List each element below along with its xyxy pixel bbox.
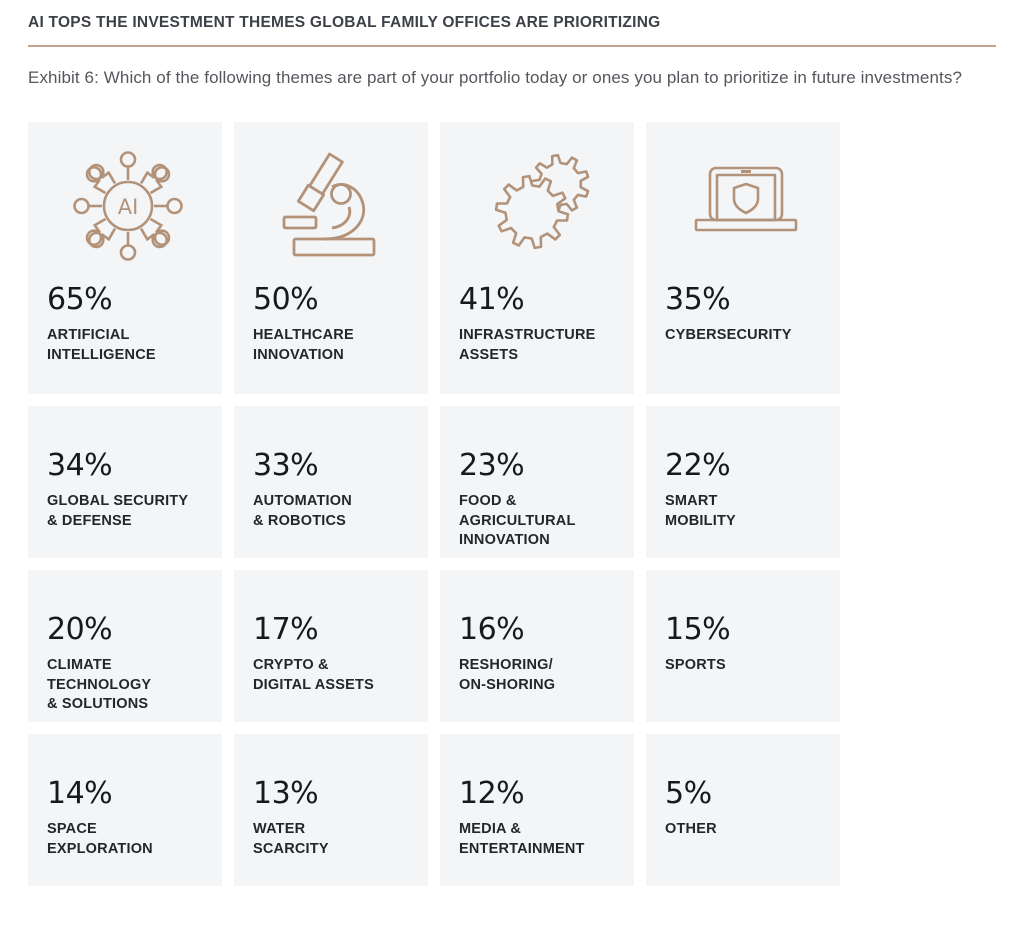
microscope-icon (256, 130, 412, 282)
theme-label: WATER SCARCITY (253, 821, 329, 857)
theme-card: 23% FOOD & AGRICULTURAL INNOVATION (440, 406, 634, 558)
theme-card: 5% OTHER (646, 734, 840, 886)
theme-value: 35% (665, 282, 731, 317)
theme-label: CYBERSECURITY (665, 327, 792, 343)
laptop-shield-icon (668, 130, 824, 282)
theme-value: 20% (47, 612, 113, 647)
theme-label: AUTOMATION & ROBOTICS (253, 493, 352, 529)
theme-card: 20% CLIMATE TECHNOLOGY & SOLUTIONS (28, 570, 222, 722)
theme-card: 34% GLOBAL SECURITY & DEFENSE (28, 406, 222, 558)
theme-value: 22% (665, 448, 731, 483)
theme-label: FOOD & AGRICULTURAL INNOVATION (459, 493, 576, 549)
svg-text:AI: AI (117, 195, 138, 219)
theme-value: 50% (253, 282, 319, 317)
theme-card: 16% RESHORING/ ON-SHORING (440, 570, 634, 722)
page-title: AI TOPS THE INVESTMENT THEMES GLOBAL FAM… (28, 14, 661, 31)
theme-label: MEDIA & ENTERTAINMENT (459, 821, 585, 857)
theme-label: CLIMATE TECHNOLOGY & SOLUTIONS (47, 657, 152, 713)
theme-label: HEALTHCARE INNOVATION (253, 327, 354, 363)
theme-card: 12% MEDIA & ENTERTAINMENT (440, 734, 634, 886)
theme-value: 13% (253, 776, 319, 811)
theme-value: 5% (665, 776, 712, 811)
theme-card: 50% HEALTHCARE INNOVATION (234, 122, 428, 394)
theme-label: GLOBAL SECURITY & DEFENSE (47, 493, 189, 529)
theme-card: 22% SMART MOBILITY (646, 406, 840, 558)
theme-label: INFRASTRUCTURE ASSETS (459, 327, 596, 363)
theme-card: AI 65% ARTIFICIAL INTELLIGENCE (28, 122, 222, 394)
theme-value: 14% (47, 776, 113, 811)
theme-card: 14% SPACE EXPLORATION (28, 734, 222, 886)
theme-label: SPACE EXPLORATION (47, 821, 153, 857)
theme-value: 17% (253, 612, 319, 647)
exhibit-question: Exhibit 6: Which of the following themes… (28, 68, 963, 87)
theme-label: ARTIFICIAL INTELLIGENCE (47, 327, 156, 363)
theme-value: 15% (665, 612, 731, 647)
theme-value: 41% (459, 282, 525, 317)
gears-icon (462, 130, 618, 282)
ai-network-icon: AI (50, 130, 206, 282)
theme-value: 34% (47, 448, 113, 483)
themes-grid: AI 65% ARTIFICIAL INTELLIGENCE 50% HEALTHCAR… (28, 122, 840, 886)
theme-label: CRYPTO & DIGITAL ASSETS (253, 657, 374, 693)
theme-card: 15% SPORTS (646, 570, 840, 722)
theme-card: 35% CYBERSECURITY (646, 122, 840, 394)
title-divider (28, 45, 996, 47)
theme-card: 17% CRYPTO & DIGITAL ASSETS (234, 570, 428, 722)
theme-value: 12% (459, 776, 525, 811)
theme-value: 33% (253, 448, 319, 483)
theme-label: OTHER (665, 821, 717, 837)
theme-card: 13% WATER SCARCITY (234, 734, 428, 886)
theme-card: 33% AUTOMATION & ROBOTICS (234, 406, 428, 558)
theme-value: 65% (47, 282, 113, 317)
theme-value: 16% (459, 612, 525, 647)
theme-label: RESHORING/ ON-SHORING (459, 657, 556, 693)
theme-label: SPORTS (665, 657, 726, 673)
theme-card: 41% INFRASTRUCTURE ASSETS (440, 122, 634, 394)
theme-label: SMART MOBILITY (665, 493, 736, 529)
theme-value: 23% (459, 448, 525, 483)
